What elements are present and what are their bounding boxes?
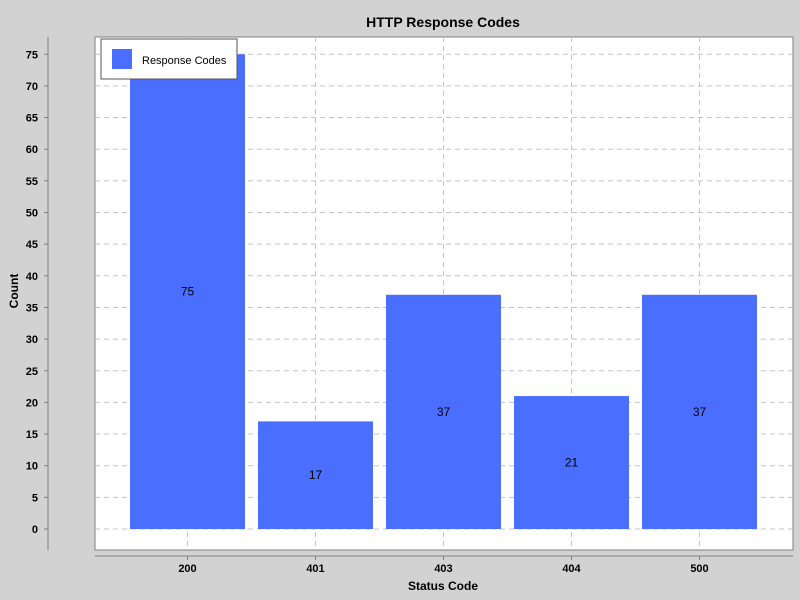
y-axis: 0 5 10 15 20 25 30 35 40 45 50 55 60 65 70 75 bbox=[26, 49, 48, 536]
value-label-404: 21 bbox=[565, 456, 579, 470]
x-tick-label: 500 bbox=[690, 563, 708, 575]
y-tick-label: 10 bbox=[26, 461, 38, 473]
y-tick-label: 50 bbox=[26, 208, 38, 220]
value-label-500: 37 bbox=[693, 405, 707, 419]
value-label-403: 37 bbox=[437, 405, 451, 419]
x-tick-label: 403 bbox=[434, 563, 452, 575]
y-tick-label: 60 bbox=[26, 144, 38, 156]
bar-series bbox=[130, 54, 757, 529]
y-tick-label: 0 bbox=[32, 524, 38, 536]
chart-title: HTTP Response Codes bbox=[366, 14, 520, 30]
x-axis: 200 401 403 404 500 bbox=[178, 556, 709, 575]
y-tick-label: 20 bbox=[26, 397, 38, 409]
y-tick-label: 15 bbox=[26, 429, 38, 441]
y-tick-label: 35 bbox=[26, 302, 38, 314]
bar-404 bbox=[514, 396, 629, 529]
value-label-200: 75 bbox=[181, 285, 195, 299]
x-tick-label: 200 bbox=[178, 563, 196, 575]
y-tick-label: 30 bbox=[26, 334, 38, 346]
bar-403 bbox=[386, 294, 501, 529]
y-tick-label: 40 bbox=[26, 271, 38, 283]
bar-200 bbox=[130, 54, 245, 529]
bar-401 bbox=[258, 421, 373, 529]
legend: Response Codes bbox=[100, 38, 238, 80]
value-labels: 75 17 37 21 37 bbox=[181, 285, 707, 483]
value-label-401: 17 bbox=[309, 468, 323, 482]
y-tick-label: 55 bbox=[26, 176, 38, 188]
x-tick-label: 401 bbox=[306, 563, 324, 575]
y-tick-label: 75 bbox=[26, 49, 38, 61]
legend-swatch bbox=[112, 49, 132, 69]
y-axis-title: Count bbox=[7, 274, 21, 309]
x-tick-label: 404 bbox=[562, 563, 581, 575]
x-axis-title: Status Code bbox=[408, 579, 478, 593]
y-tick-label: 5 bbox=[32, 492, 38, 504]
legend-label: Response Codes bbox=[142, 55, 227, 67]
y-tick-label: 70 bbox=[26, 81, 38, 93]
bar-500 bbox=[642, 294, 757, 529]
y-tick-label: 65 bbox=[26, 113, 38, 125]
y-tick-label: 25 bbox=[26, 366, 38, 378]
y-tick-label: 45 bbox=[26, 239, 38, 251]
